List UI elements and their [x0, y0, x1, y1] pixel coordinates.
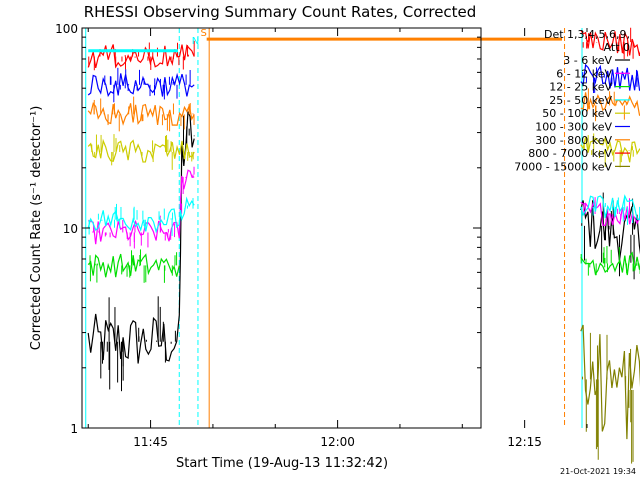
- legend-label: 3 - 6 keV: [563, 54, 612, 67]
- footer-date: 21-Oct-2021 19:34: [560, 467, 636, 476]
- y-axis-label: Corrected Count Rate (s⁻¹ detector⁻¹): [29, 106, 44, 351]
- series-100-300-kev: [87, 63, 640, 103]
- series-12-25-kev: [87, 245, 640, 283]
- legend-header: Att 0: [604, 41, 630, 54]
- flag-label: S: [200, 28, 206, 39]
- series-line: [87, 72, 195, 98]
- series-line: [87, 196, 195, 234]
- legend-label: 100 - 300 keV: [535, 121, 612, 134]
- legend-header: Det 1,3,4,5,6,9,: [544, 28, 630, 41]
- series-line: [87, 44, 195, 69]
- series-line: [87, 102, 195, 126]
- legend-label: 7000 - 15000 keV: [514, 160, 612, 173]
- legend-label: 50 - 100 keV: [542, 107, 612, 120]
- series-line: [87, 111, 195, 364]
- legend-label: 800 - 7000 keV: [528, 147, 612, 160]
- x-tick-label: 11:45: [133, 435, 168, 449]
- y-tick-label: 1: [70, 422, 78, 436]
- series-300-800-kev: [87, 88, 640, 132]
- legend-label: 25 - 50 keV: [549, 94, 612, 107]
- legend-label: 300 - 800 keV: [535, 134, 612, 147]
- series-50-100-kev: [87, 133, 640, 170]
- chart-title: RHESSI Observing Summary Count Rates, Co…: [84, 3, 477, 21]
- legend-label: 12 - 25 keV: [549, 81, 612, 94]
- x-axis-label: Start Time (19-Aug-13 11:32:42): [176, 456, 388, 471]
- legend-label: 6 - 12 keV: [556, 67, 612, 80]
- y-tick-label: 100: [55, 22, 78, 36]
- series-3-6-kev: [87, 111, 640, 392]
- x-tick-label: 12:00: [320, 435, 355, 449]
- y-tick-label: 10: [63, 222, 78, 236]
- series-line: [87, 138, 195, 163]
- plot-frame: [81, 27, 482, 429]
- series-7000-15000-kev: [580, 324, 640, 464]
- plot-area: SN: [85, 27, 640, 464]
- flag-label: N: [192, 36, 199, 47]
- x-tick-label: 12:15: [507, 435, 542, 449]
- series-line: [87, 253, 180, 278]
